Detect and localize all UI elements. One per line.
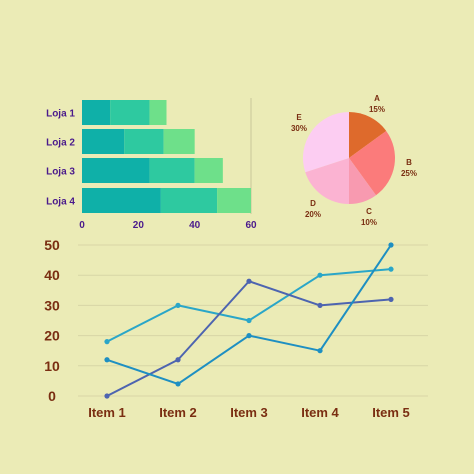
pie-slice-label: A xyxy=(374,94,380,103)
line-point xyxy=(317,348,323,354)
pie-slice-label: C xyxy=(366,207,372,216)
bar-segment xyxy=(163,129,195,154)
pie-slice xyxy=(349,130,395,196)
line-chart: 0 10 20 30 40 50 Item 1 Item 2 Item 3 Item 4 Item … xyxy=(44,237,428,420)
bar-segment xyxy=(217,188,251,213)
line-y-tick-label: 20 xyxy=(44,328,60,344)
line-point xyxy=(175,302,181,308)
line-point xyxy=(104,393,110,399)
line-point xyxy=(246,278,252,284)
bar-category-label: Loja 1 xyxy=(46,109,75,120)
line-x-tick-label: Item 4 xyxy=(301,405,339,420)
bar-category-label: Loja 4 xyxy=(46,197,75,208)
line-y-tick-label: 0 xyxy=(48,388,56,404)
bar-category-label: Loja 2 xyxy=(46,138,75,149)
line-series xyxy=(106,244,392,385)
line-y-tick-label: 10 xyxy=(44,358,60,374)
line-point xyxy=(104,339,110,345)
line-x-tick-label: Item 5 xyxy=(372,405,410,420)
bar-x-tick-label: 40 xyxy=(189,220,201,231)
bar-segment xyxy=(124,129,164,154)
pie-slice-label: D xyxy=(310,199,316,208)
bar-category-label: Loja 3 xyxy=(46,167,75,178)
line-point xyxy=(104,357,110,363)
pie-slice xyxy=(349,112,387,158)
bar-segment xyxy=(160,188,218,213)
pie-slice-percent: 10% xyxy=(361,218,377,227)
line-point xyxy=(388,242,394,248)
pie-chart: A 15% B 25% C 10% D 20% E 30% xyxy=(291,94,417,227)
line-point xyxy=(246,333,252,339)
pie-slice-label: B xyxy=(406,158,412,167)
bar-segment xyxy=(82,158,150,183)
line-series xyxy=(106,280,392,397)
line-x-tick-label: Item 2 xyxy=(159,405,197,420)
pie-slice xyxy=(303,112,349,173)
bar-x-tick-label: 60 xyxy=(245,220,257,231)
bar-x-tick-label: 20 xyxy=(133,220,145,231)
line-point xyxy=(317,272,323,278)
pie-slice-percent: 20% xyxy=(305,210,321,219)
pie-slice-percent: 30% xyxy=(291,124,307,133)
bar-segment xyxy=(110,100,150,125)
bar-segment xyxy=(149,158,195,183)
line-point xyxy=(175,357,181,363)
line-point xyxy=(388,296,394,302)
line-point xyxy=(317,302,323,308)
pie-slice-percent: 15% xyxy=(369,105,385,114)
pie-slice-label: E xyxy=(296,113,302,122)
bar-segment xyxy=(82,129,125,154)
line-y-tick-label: 30 xyxy=(44,297,60,313)
bar-segment xyxy=(82,188,161,213)
bar-x-tick-label: 0 xyxy=(79,220,85,231)
line-x-tick-label: Item 1 xyxy=(88,405,126,420)
pie-slice xyxy=(305,158,349,204)
bar-segment xyxy=(82,100,111,125)
pie-slice xyxy=(349,158,377,204)
line-point xyxy=(246,317,252,324)
bar-segment xyxy=(149,100,167,125)
line-y-tick-label: 50 xyxy=(44,237,60,253)
stacked-bar-chart: Loja 1 Loja 2 Loja 3 Loja 4 0 20 40 60 xyxy=(46,98,257,231)
line-point xyxy=(388,266,394,272)
bar-segment xyxy=(194,158,223,183)
line-x-tick-label: Item 3 xyxy=(230,405,268,420)
line-y-tick-label: 40 xyxy=(44,267,60,283)
line-point xyxy=(175,381,181,387)
pie-slice-percent: 25% xyxy=(401,169,417,178)
